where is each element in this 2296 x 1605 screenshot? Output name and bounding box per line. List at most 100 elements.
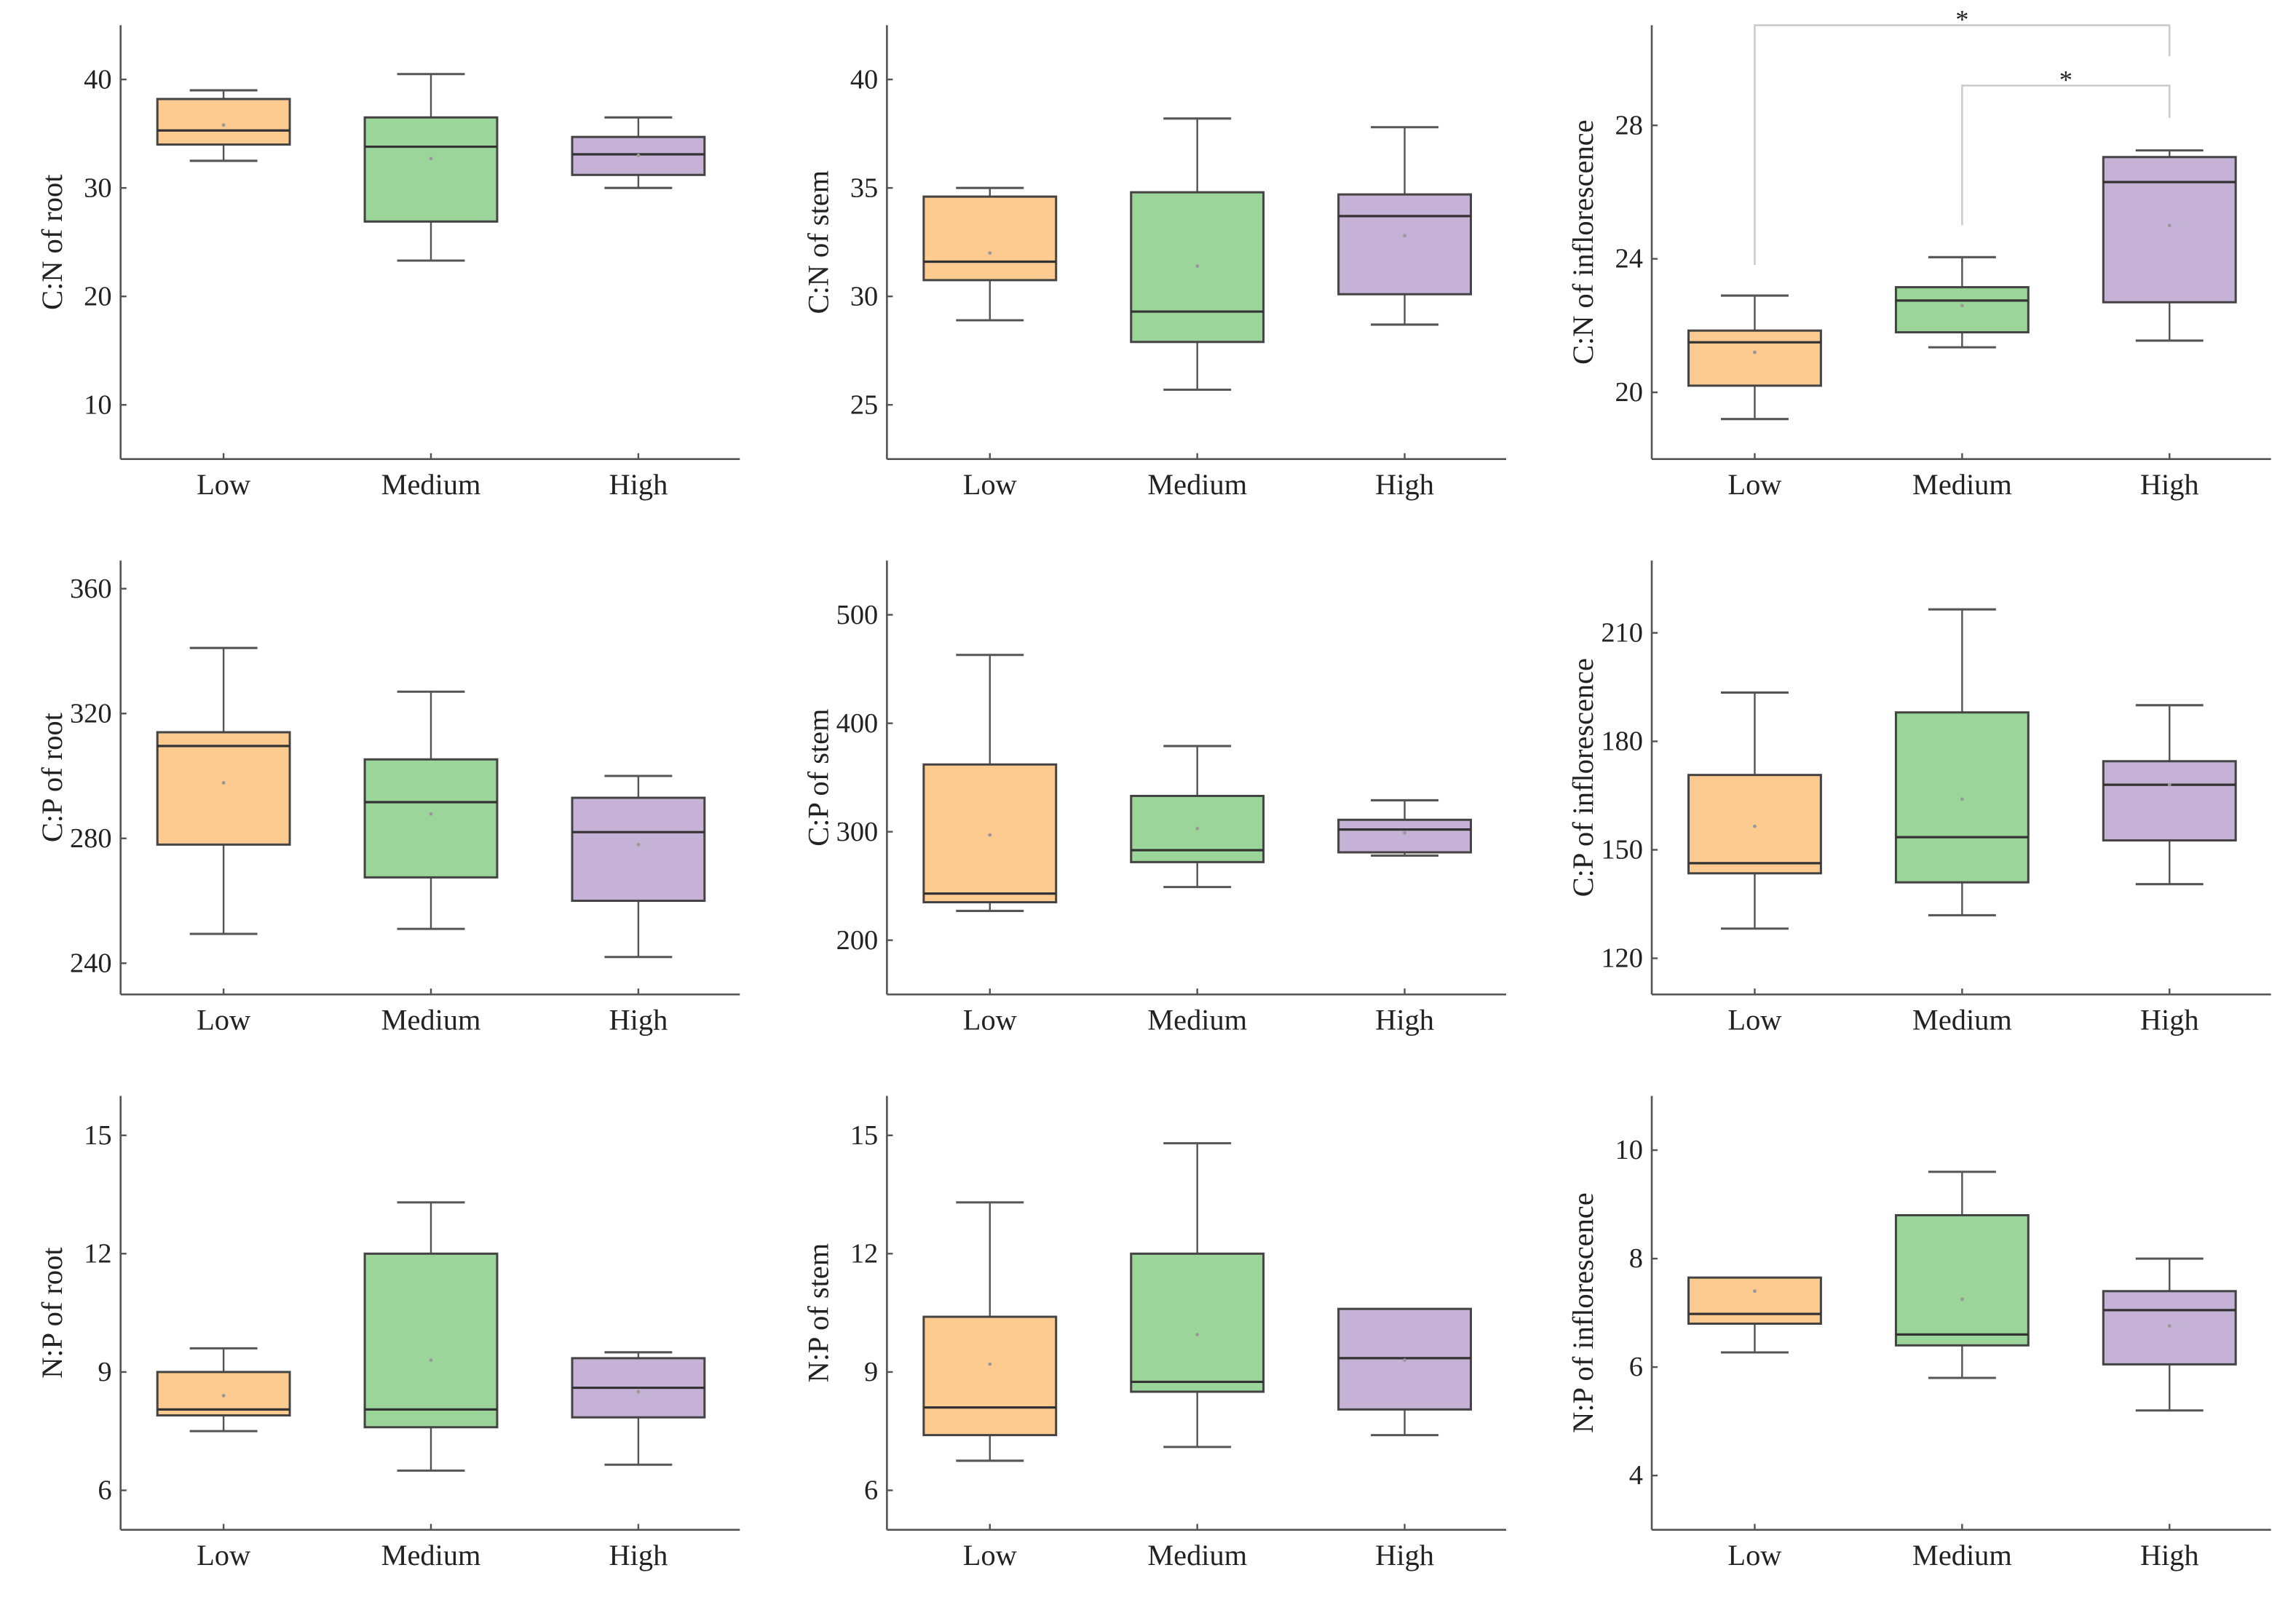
panel-c-n-of-inflorescence: 20 24 28 C:N of inflorescence Low Medium High *… xyxy=(1567,5,2271,501)
y-tick-label: 280 xyxy=(70,823,112,854)
y-tick-label: 40 xyxy=(850,64,878,95)
y-tick-label: 400 xyxy=(836,708,879,739)
iqr-box xyxy=(1687,329,1822,387)
iqr-box xyxy=(1130,1252,1265,1393)
box-medium xyxy=(1894,608,2030,916)
y-tick-label: 20 xyxy=(84,281,111,312)
y-axis-label: N:P of stem xyxy=(802,1243,835,1382)
x-tick-label: Low xyxy=(963,1004,1017,1037)
y-tick-label: 25 xyxy=(850,389,878,420)
x-tick-label: High xyxy=(2140,468,2199,501)
mean-marker xyxy=(2167,223,2172,228)
x-tick-label: Medium xyxy=(1912,468,2012,501)
x-tick-label: Medium xyxy=(1147,468,1247,501)
x-tick-label: High xyxy=(609,1004,668,1037)
mean-marker xyxy=(988,1362,992,1366)
y-tick-label: 10 xyxy=(84,389,111,420)
y-tick-label: 4 xyxy=(1629,1460,1643,1491)
box-low xyxy=(156,646,291,935)
y-tick-label: 6 xyxy=(864,1475,878,1506)
x-tick-label: Medium xyxy=(1147,1004,1247,1037)
mean-marker xyxy=(429,156,433,161)
x-tick-label: Low xyxy=(197,1539,250,1572)
mean-marker xyxy=(221,781,226,785)
y-axis-label: C:N of stem xyxy=(802,170,835,314)
y-tick-label: 30 xyxy=(850,281,878,312)
y-axis-label: C:N of inflorescence xyxy=(1567,119,1599,364)
bracket-line xyxy=(1961,84,2171,226)
mean-marker xyxy=(1753,824,1757,828)
x-tick-label: Low xyxy=(1727,468,1781,501)
box-high xyxy=(2102,149,2237,342)
mean-marker xyxy=(988,833,992,837)
mean-marker xyxy=(1960,797,1964,801)
x-tick-label: Low xyxy=(197,1004,250,1037)
box-high xyxy=(1337,798,1473,857)
mean-marker xyxy=(636,842,641,847)
panel-c-p-of-root: 240 280 320 360 C:P of root Low Medium High xyxy=(36,560,740,1037)
panel-c-n-of-stem: 25 30 35 40 C:N of stem Low Medium High xyxy=(802,25,1506,501)
mean-marker xyxy=(1403,831,1407,835)
y-tick-label: 28 xyxy=(1615,110,1643,140)
panel-c-n-of-root: 10 20 30 40 C:N of root Low Medium High xyxy=(36,25,740,501)
y-tick-label: 35 xyxy=(850,173,878,203)
mean-marker xyxy=(1960,1297,1964,1301)
mean-marker xyxy=(1195,264,1200,268)
iqr-box xyxy=(363,116,499,223)
iqr-box xyxy=(156,731,291,846)
x-tick-label: Low xyxy=(1727,1004,1781,1037)
iqr-box xyxy=(156,1371,291,1417)
y-axis-label: N:P of root xyxy=(36,1247,68,1378)
y-tick-label: 200 xyxy=(836,925,879,956)
panel-n-p-of-stem: 6 9 12 15 N:P of stem Low Medium High xyxy=(802,1095,1506,1572)
mean-marker xyxy=(1195,1332,1200,1336)
mean-marker xyxy=(221,123,226,127)
box-high xyxy=(571,1351,706,1466)
x-tick-label: High xyxy=(2140,1539,2199,1572)
box-low xyxy=(156,1347,291,1432)
x-tick-label: High xyxy=(609,468,668,501)
box-high xyxy=(571,116,706,189)
iqr-box xyxy=(363,758,499,879)
box-high xyxy=(1337,1307,1473,1437)
y-tick-label: 150 xyxy=(1601,835,1643,865)
y-tick-label: 9 xyxy=(864,1357,878,1387)
y-axis-label: C:N of root xyxy=(36,175,68,310)
x-tick-label: Low xyxy=(197,468,250,501)
mean-marker xyxy=(988,251,992,255)
mean-marker xyxy=(429,812,433,816)
significance-bracket: * xyxy=(1961,66,2171,226)
iqr-box xyxy=(922,1315,1058,1437)
iqr-box xyxy=(922,195,1058,282)
box-medium xyxy=(363,73,499,262)
y-tick-label: 24 xyxy=(1615,244,1643,274)
y-tick-label: 360 xyxy=(70,574,112,604)
y-tick-label: 40 xyxy=(84,64,111,95)
panel-n-p-of-root: 6 9 12 15 N:P of root Low Medium High xyxy=(36,1095,740,1572)
box-high xyxy=(1337,126,1473,326)
y-tick-label: 12 xyxy=(84,1238,111,1269)
y-tick-label: 15 xyxy=(850,1120,878,1151)
box-low xyxy=(1687,1276,1822,1354)
box-medium xyxy=(1130,117,1265,391)
iqr-box xyxy=(1687,1276,1822,1325)
mean-marker xyxy=(221,1393,226,1398)
iqr-box xyxy=(1337,193,1473,296)
y-tick-label: 6 xyxy=(98,1475,111,1506)
box-medium xyxy=(363,690,499,930)
iqr-box xyxy=(2102,760,2237,842)
y-tick-label: 20 xyxy=(1615,377,1643,408)
y-tick-label: 120 xyxy=(1601,943,1643,974)
y-tick-label: 12 xyxy=(850,1238,878,1269)
y-tick-label: 500 xyxy=(836,600,879,630)
x-tick-label: High xyxy=(2140,1004,2199,1037)
significance-bracket: * xyxy=(1754,5,2171,266)
x-tick-label: Medium xyxy=(1147,1539,1247,1572)
box-low xyxy=(156,89,291,162)
box-medium xyxy=(1130,745,1265,889)
mean-marker xyxy=(2167,782,2172,787)
y-tick-label: 180 xyxy=(1601,726,1643,757)
x-tick-label: Medium xyxy=(381,1539,481,1572)
